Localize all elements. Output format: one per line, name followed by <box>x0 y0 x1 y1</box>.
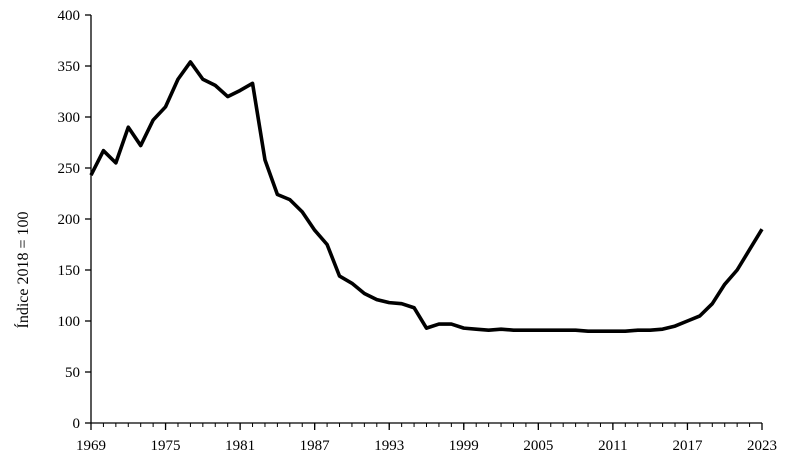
x-tick-label: 1981 <box>225 438 255 454</box>
series-line <box>89 60 764 334</box>
x-tick-label: 1999 <box>449 438 479 454</box>
y-axis-title: Índice 2018 = 100 <box>13 212 32 329</box>
x-axis: 1969 1975 1981 1987 1993 1999 2005 2011 2017 2023 <box>76 422 777 454</box>
y-tick-label: 250 <box>58 161 81 177</box>
y-axis: 0 50 100 150 200 250 300 350 400 <box>58 8 92 432</box>
y-tick-label: 100 <box>58 314 81 330</box>
x-tick-label: 2011 <box>598 438 627 454</box>
y-tick-label: 200 <box>58 212 81 228</box>
x-tick-label: 1975 <box>151 438 181 454</box>
series-group <box>89 60 764 334</box>
x-tick-label: 1993 <box>374 438 404 454</box>
y-tick-label: 400 <box>58 8 81 24</box>
y-tick-label: 350 <box>58 59 81 75</box>
y-tick-label: 0 <box>73 416 81 432</box>
x-tick-label: 2017 <box>672 438 703 454</box>
x-tick-label: 2005 <box>523 438 553 454</box>
y-tick-label: 150 <box>58 263 81 279</box>
x-tick-label: 2023 <box>747 438 777 454</box>
y-tick-label: 300 <box>58 110 81 126</box>
y-tick-label: 50 <box>65 365 80 381</box>
x-tick-label: 1987 <box>300 438 331 454</box>
x-tick-label: 1969 <box>76 438 106 454</box>
